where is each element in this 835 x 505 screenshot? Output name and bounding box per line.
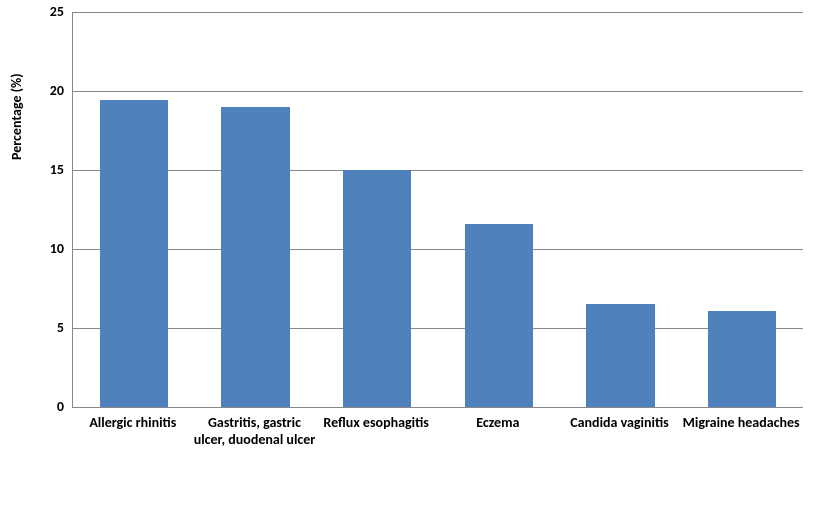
y-tick-label: 20 <box>34 84 64 98</box>
gridline <box>73 249 803 250</box>
y-tick-label: 10 <box>34 242 64 256</box>
bar <box>708 311 776 407</box>
gridline <box>73 91 803 92</box>
x-tick-label: Reflux esophagitis <box>315 415 437 432</box>
y-tick-label: 15 <box>34 163 64 177</box>
y-tick-label: 5 <box>34 321 64 335</box>
bar <box>343 170 411 407</box>
gridline <box>73 170 803 171</box>
y-tick-label: 0 <box>34 400 64 414</box>
gridline <box>73 12 803 13</box>
y-tick-label: 25 <box>34 5 64 19</box>
x-tick-label: Candida vaginitis <box>559 415 681 432</box>
x-tick-label: Eczema <box>437 415 559 432</box>
bar <box>465 224 533 407</box>
bar <box>221 107 289 407</box>
x-tick-label: Allergic rhinitis <box>72 415 194 432</box>
x-tick-label: Gastritis, gastric ulcer, duodenal ulcer <box>194 415 316 449</box>
bar-chart: Percentage (%) 0 5 10 15 20 25 Allergic rhini… <box>0 0 835 505</box>
plot-area <box>72 12 803 408</box>
y-axis-title: Percentage (%) <box>8 73 25 160</box>
gridline <box>73 328 803 329</box>
bar <box>100 100 168 407</box>
bar <box>586 304 654 407</box>
x-tick-label: Migraine headaches <box>680 415 802 432</box>
